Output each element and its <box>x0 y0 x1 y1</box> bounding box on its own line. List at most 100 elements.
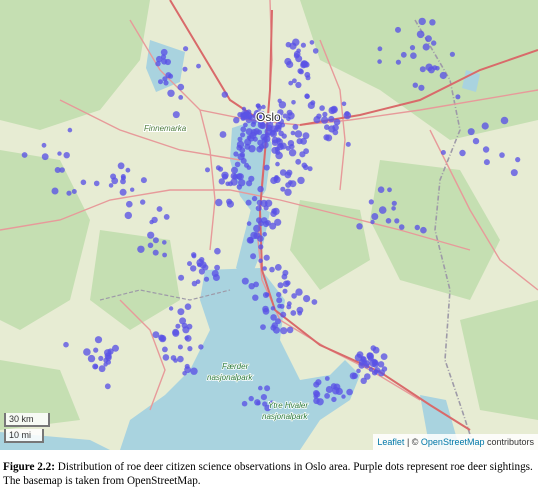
observation-dot <box>162 346 168 353</box>
observation-dot <box>83 348 91 356</box>
observation-dot <box>71 189 77 194</box>
observation-dot <box>196 258 204 267</box>
observation-dot <box>364 363 370 369</box>
observation-dot <box>372 346 380 354</box>
observation-dot <box>277 98 282 104</box>
observation-dot <box>263 254 270 261</box>
observation-dot <box>431 40 437 46</box>
observation-dot <box>117 162 125 170</box>
observation-dot <box>67 127 73 133</box>
map-view[interactable]: Oslo Finnemarka Færder nasjonalpark Ytre… <box>0 0 538 450</box>
observation-dot <box>264 199 273 207</box>
observation-dot <box>253 224 261 233</box>
observation-dot <box>240 111 248 118</box>
observation-dot <box>66 190 72 196</box>
observation-dot <box>256 400 261 406</box>
observation-dot <box>472 137 480 145</box>
observation-dot <box>481 122 489 130</box>
observation-dot <box>182 371 187 376</box>
observation-dot <box>264 385 271 392</box>
observation-dot <box>184 366 192 374</box>
park-label-faerder-1: Færder <box>222 362 249 371</box>
area-label-finnemarka: Finnemarka <box>144 124 187 133</box>
observation-dot <box>255 110 264 118</box>
observation-dot <box>414 224 420 231</box>
observation-dot <box>241 106 247 112</box>
observation-dot <box>63 341 69 348</box>
openstreetmap-link[interactable]: OpenStreetMap <box>420 437 485 447</box>
observation-dot <box>119 188 127 196</box>
observation-dot <box>400 51 407 58</box>
observation-dot <box>385 218 392 224</box>
observation-dot <box>330 383 337 390</box>
observation-dot <box>226 198 233 205</box>
observation-dot <box>190 367 198 375</box>
observation-dot <box>289 42 297 50</box>
observation-dot <box>483 159 490 166</box>
observation-dot <box>356 223 363 230</box>
observation-dot <box>262 292 269 298</box>
observation-dot <box>162 76 168 82</box>
observation-dot <box>177 308 185 316</box>
observation-dot <box>271 139 279 146</box>
observation-dot <box>429 19 436 26</box>
observation-dot <box>422 43 430 51</box>
observation-dot <box>395 59 401 65</box>
observation-dot <box>316 398 324 406</box>
observation-dot <box>377 46 383 52</box>
observation-dot <box>269 400 275 406</box>
observation-dot <box>87 354 96 363</box>
observation-dot <box>170 355 177 361</box>
observation-dot <box>275 318 281 325</box>
observation-dot <box>409 45 416 51</box>
observation-dot <box>256 145 263 153</box>
observation-dot <box>63 152 70 159</box>
observation-dot <box>269 266 275 273</box>
observation-dot <box>240 126 247 133</box>
observation-dot <box>244 143 251 150</box>
observation-dot <box>184 303 192 311</box>
observation-dot <box>344 111 350 117</box>
observation-dot <box>331 396 337 403</box>
observation-dot <box>104 383 111 390</box>
observation-dot <box>295 55 303 63</box>
observation-dot <box>175 323 181 329</box>
observation-dot <box>205 167 210 173</box>
observation-dot <box>120 174 126 179</box>
observation-dot <box>373 369 379 375</box>
observation-dot <box>275 121 282 128</box>
observation-dot <box>21 152 28 158</box>
observation-dot <box>280 311 287 318</box>
observation-dot <box>307 166 313 172</box>
observation-dot <box>286 326 294 334</box>
observation-dot <box>296 48 301 54</box>
observation-dot <box>183 46 189 52</box>
observation-dot <box>482 146 490 153</box>
observation-dot <box>191 253 197 259</box>
observation-dot <box>387 187 392 193</box>
observation-dot <box>214 264 221 271</box>
observation-dot <box>313 381 320 388</box>
observation-dot <box>251 118 257 125</box>
observation-dot <box>178 274 185 281</box>
observation-dot <box>152 249 159 256</box>
observation-dot <box>54 167 61 173</box>
observation-dot <box>410 52 417 59</box>
observation-dot <box>167 89 175 98</box>
observation-dot <box>248 175 255 182</box>
observation-dot <box>369 359 378 368</box>
observation-dot <box>228 181 233 187</box>
observation-dot <box>301 162 308 169</box>
observation-dot <box>292 124 299 130</box>
observation-dot <box>425 63 433 71</box>
observation-dot <box>356 368 361 374</box>
observation-dot <box>418 17 426 26</box>
observation-dot <box>162 354 170 361</box>
observation-dot <box>237 153 245 161</box>
observation-dot <box>196 63 201 69</box>
leaflet-link[interactable]: Leaflet <box>377 437 405 447</box>
observation-dot <box>140 199 146 205</box>
observation-dot <box>286 304 292 310</box>
observation-dot <box>258 220 264 227</box>
county-boundary <box>414 19 476 450</box>
